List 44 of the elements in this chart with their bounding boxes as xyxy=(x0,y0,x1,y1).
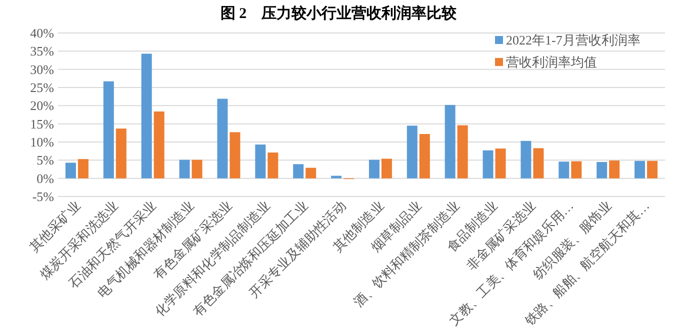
bar xyxy=(596,162,608,178)
y-tick-label: 25% xyxy=(30,80,54,95)
bar xyxy=(293,164,304,178)
bar xyxy=(306,168,316,178)
bar xyxy=(179,160,190,178)
bar xyxy=(444,104,456,178)
y-tick-label: 30% xyxy=(30,62,54,77)
legend-label: 2022年1-7月营收利润率 xyxy=(506,32,640,48)
bar xyxy=(154,111,164,178)
y-tick-label: -5% xyxy=(32,189,54,204)
bar xyxy=(141,54,152,178)
bar xyxy=(495,148,506,178)
bar xyxy=(255,144,266,178)
bar xyxy=(78,159,88,178)
y-tick-label: 15% xyxy=(30,116,54,132)
bar xyxy=(192,160,202,178)
bar xyxy=(647,160,658,178)
bar xyxy=(533,148,544,178)
y-tick-label: 0% xyxy=(36,170,54,186)
legend-label: 营收利润率均值 xyxy=(506,54,597,70)
chart-title: 图 2 压力较小行业营收利润率比较 xyxy=(220,4,458,22)
bar xyxy=(381,158,392,178)
bar xyxy=(406,126,418,178)
bar xyxy=(368,160,380,178)
bar xyxy=(65,162,76,178)
bar xyxy=(520,140,532,178)
bar xyxy=(116,128,126,178)
y-tick-label: 20% xyxy=(30,98,54,114)
bar xyxy=(103,81,114,178)
bar xyxy=(482,150,494,178)
bar xyxy=(419,134,430,178)
y-tick-label: 40% xyxy=(30,26,54,40)
bar xyxy=(558,162,570,178)
bar xyxy=(217,98,228,178)
bar xyxy=(268,152,278,178)
bar xyxy=(457,125,468,178)
y-tick-label: 10% xyxy=(30,134,54,150)
bar xyxy=(609,160,620,178)
y-tick-label: 35% xyxy=(30,44,54,59)
bar xyxy=(331,176,342,178)
bar xyxy=(230,132,240,178)
bar xyxy=(571,161,582,178)
y-tick-label: 5% xyxy=(36,152,54,168)
bar xyxy=(634,160,646,178)
